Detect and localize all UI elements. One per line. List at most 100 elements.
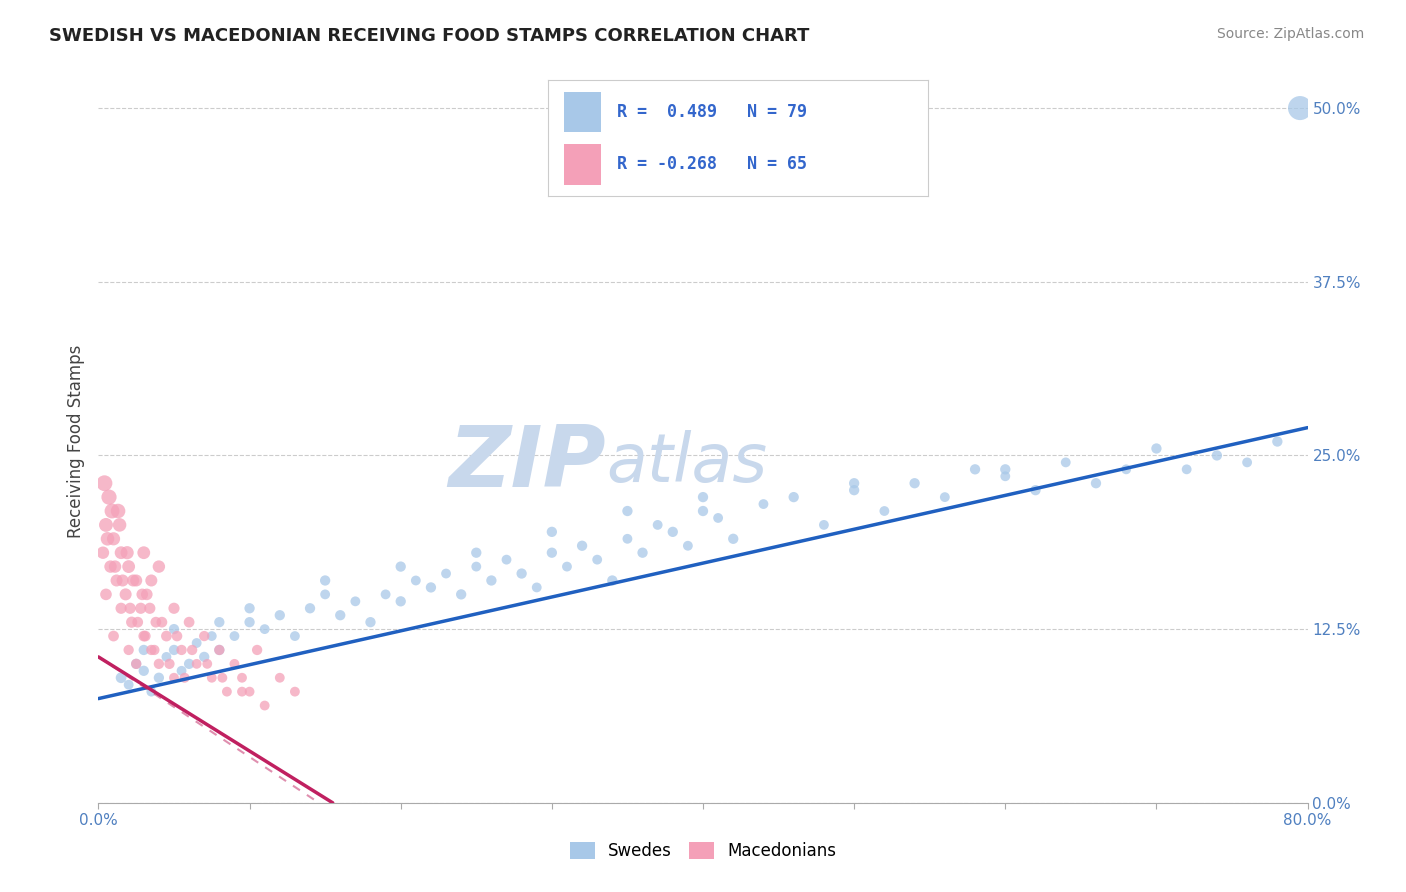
- Point: [602, 574, 624, 588]
- Point: [231, 671, 253, 685]
- Point: [540, 524, 562, 539]
- Point: [104, 559, 127, 574]
- Point: [1146, 442, 1168, 456]
- Point: [148, 657, 170, 671]
- Point: [98, 490, 121, 504]
- Point: [374, 587, 396, 601]
- Point: [495, 552, 517, 566]
- Point: [201, 671, 224, 685]
- Point: [131, 587, 153, 601]
- Point: [344, 594, 367, 608]
- Point: [208, 643, 231, 657]
- Point: [526, 581, 548, 595]
- Point: [135, 587, 157, 601]
- Point: [145, 615, 167, 630]
- Text: atlas: atlas: [606, 430, 768, 496]
- Point: [231, 684, 253, 698]
- Point: [284, 684, 307, 698]
- Text: Source: ZipAtlas.com: Source: ZipAtlas.com: [1216, 27, 1364, 41]
- Point: [193, 649, 215, 664]
- Point: [904, 476, 927, 491]
- Point: [707, 511, 730, 525]
- Point: [1115, 462, 1137, 476]
- Point: [389, 594, 412, 608]
- Point: [465, 559, 488, 574]
- Point: [616, 532, 638, 546]
- Point: [571, 539, 593, 553]
- Point: [141, 574, 163, 588]
- Point: [134, 629, 156, 643]
- Point: [783, 490, 806, 504]
- Point: [215, 684, 238, 698]
- Point: [181, 643, 204, 657]
- Point: [163, 643, 186, 657]
- Point: [125, 657, 148, 671]
- Point: [93, 476, 115, 491]
- Point: [208, 615, 231, 630]
- Text: SWEDISH VS MACEDONIAN RECEIVING FOOD STAMPS CORRELATION CHART: SWEDISH VS MACEDONIAN RECEIVING FOOD STA…: [49, 27, 810, 45]
- Point: [360, 615, 382, 630]
- Point: [994, 469, 1017, 483]
- Point: [111, 574, 134, 588]
- Point: [125, 574, 148, 588]
- Point: [155, 629, 177, 643]
- Point: [450, 587, 472, 601]
- Point: [148, 671, 170, 685]
- Point: [101, 504, 124, 518]
- Point: [661, 524, 683, 539]
- Legend: Swedes, Macedonians: Swedes, Macedonians: [564, 835, 842, 867]
- Point: [631, 546, 654, 560]
- Point: [224, 657, 246, 671]
- Y-axis label: Receiving Food Stamps: Receiving Food Stamps: [66, 345, 84, 538]
- Point: [163, 622, 186, 636]
- Point: [965, 462, 987, 476]
- Point: [246, 643, 269, 657]
- Point: [179, 657, 201, 671]
- Point: [100, 559, 122, 574]
- Point: [115, 546, 138, 560]
- Point: [110, 671, 132, 685]
- Point: [118, 643, 141, 657]
- Point: [163, 601, 186, 615]
- Point: [201, 629, 224, 643]
- Point: [110, 546, 132, 560]
- Point: [586, 552, 609, 566]
- Point: [143, 643, 166, 657]
- Point: [314, 574, 336, 588]
- Point: [114, 587, 136, 601]
- Point: [96, 532, 118, 546]
- Point: [120, 601, 142, 615]
- Point: [420, 581, 443, 595]
- Point: [159, 657, 181, 671]
- Point: [118, 559, 141, 574]
- Point: [1289, 101, 1312, 115]
- Point: [405, 574, 427, 588]
- Point: [844, 476, 866, 491]
- Text: R = -0.268   N = 65: R = -0.268 N = 65: [617, 155, 807, 173]
- Point: [91, 546, 114, 560]
- Point: [1206, 449, 1229, 463]
- Point: [132, 643, 155, 657]
- Point: [127, 615, 149, 630]
- Point: [284, 629, 307, 643]
- Point: [1024, 483, 1046, 498]
- Point: [107, 504, 129, 518]
- Point: [211, 671, 233, 685]
- Point: [208, 643, 231, 657]
- Point: [253, 622, 276, 636]
- Point: [253, 698, 276, 713]
- Point: [166, 629, 188, 643]
- Point: [676, 539, 699, 553]
- Point: [314, 587, 336, 601]
- Point: [269, 608, 291, 623]
- Point: [481, 574, 503, 588]
- Point: [1236, 455, 1258, 469]
- Point: [141, 684, 163, 698]
- Text: R =  0.489   N = 79: R = 0.489 N = 79: [617, 103, 807, 121]
- Point: [269, 671, 291, 685]
- Point: [647, 517, 669, 532]
- Point: [195, 657, 218, 671]
- Point: [692, 504, 714, 518]
- Point: [1085, 476, 1108, 491]
- Point: [510, 566, 533, 581]
